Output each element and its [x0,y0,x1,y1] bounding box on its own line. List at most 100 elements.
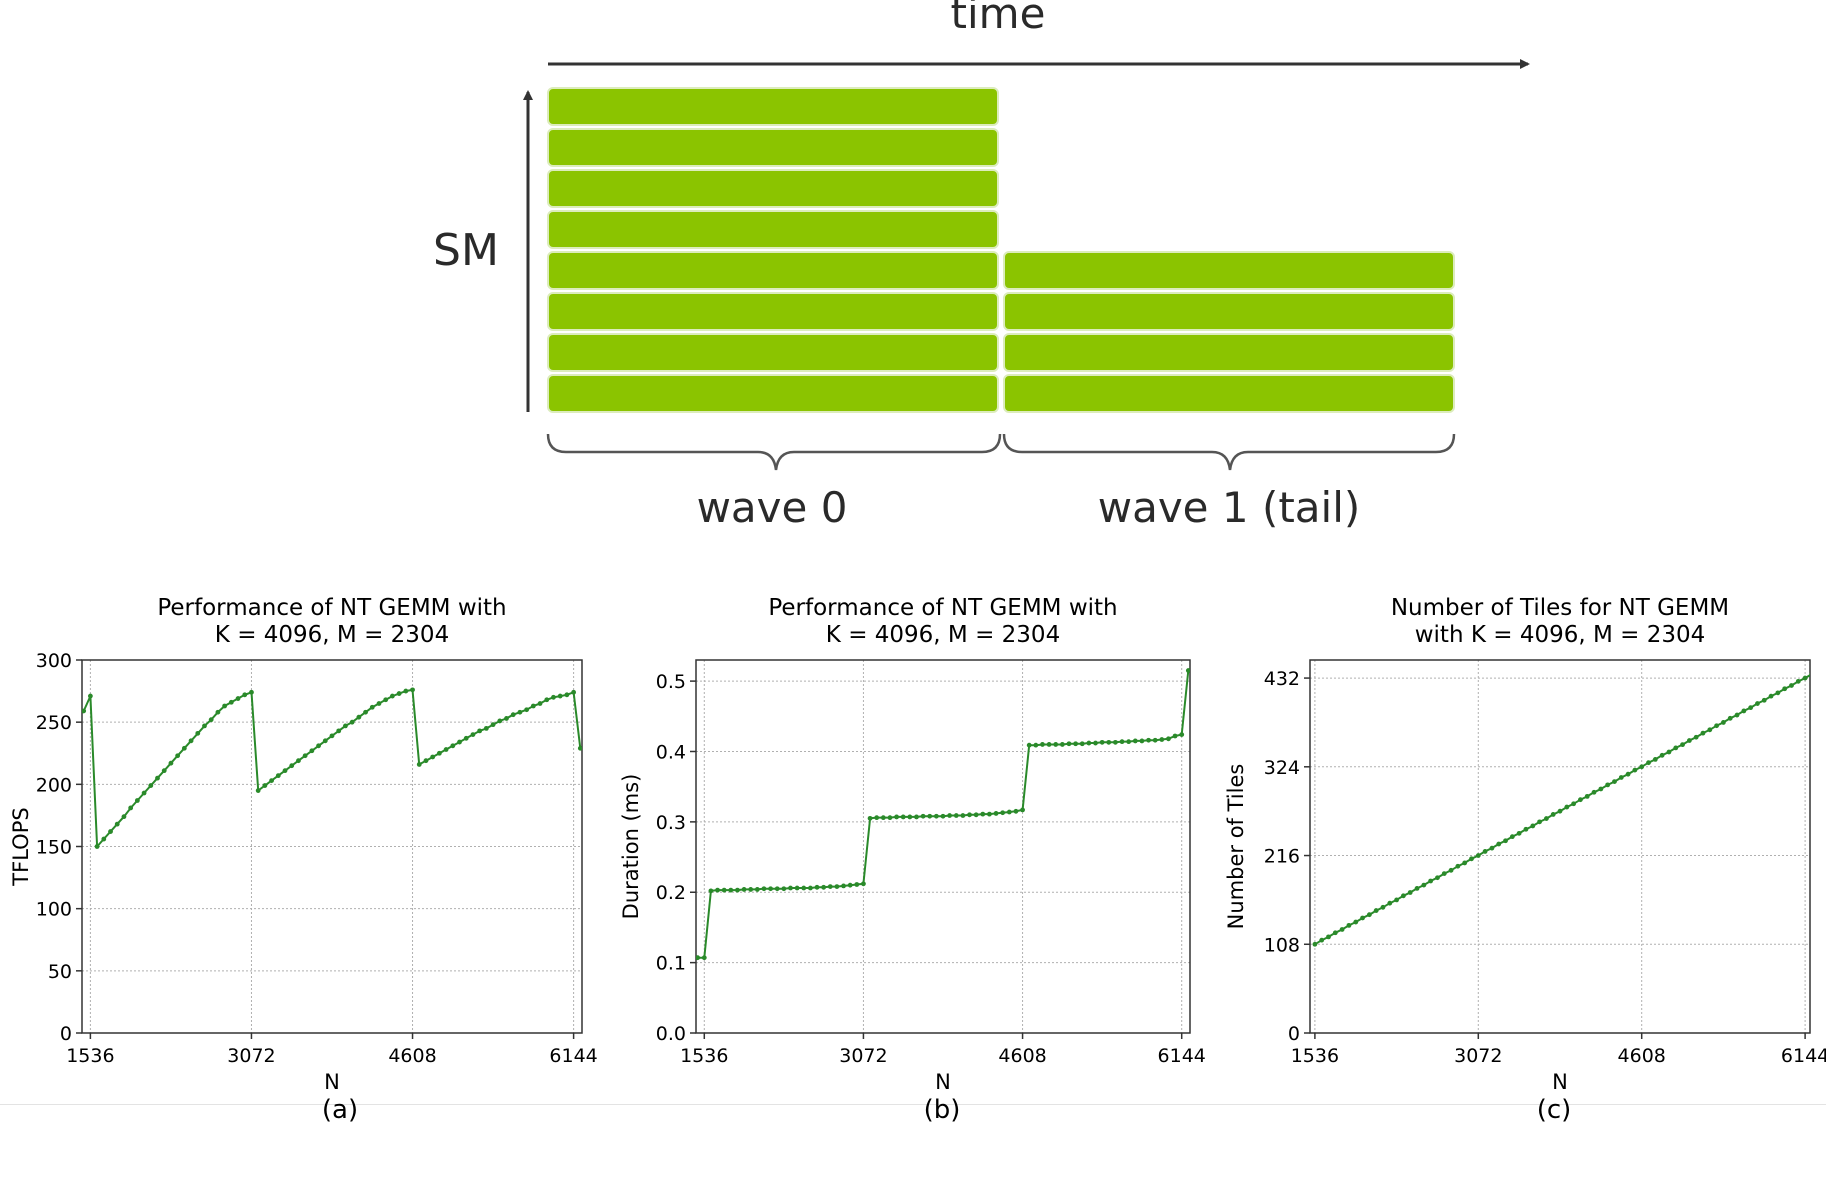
data-point [907,814,913,820]
data-point [121,814,127,820]
x-tick-label: 3072 [839,1045,887,1067]
y-tick-label: 324 [1264,757,1300,779]
data-point [504,716,509,721]
data-point [1166,736,1171,742]
data-point [450,743,456,749]
data-point [483,725,489,731]
chart-title: Number of Tiles for NT GEMM [1391,595,1729,621]
data-point [1795,678,1801,684]
data-point [443,747,449,752]
wave-diagram: time SM wave 0 wave 1 (tail) [433,0,1530,532]
data-point [900,814,906,820]
data-point [242,692,248,698]
data-point [1802,675,1808,681]
wave-1-brace [1002,433,1456,471]
data-point [1578,797,1583,803]
chart-title: K = 4096, M = 2304 [826,622,1060,648]
data-point [841,883,846,889]
wave-1-bar [1003,374,1455,413]
y-tick-label: 0 [1288,1023,1300,1045]
y-tick-label: 0.4 [656,741,686,763]
data-point [1537,819,1542,825]
series-line [82,688,582,849]
data-point [1132,738,1138,744]
data-point [128,805,134,811]
data-point [1428,878,1434,884]
data-point [1673,745,1679,751]
data-point [1332,930,1338,936]
data-point [1693,734,1699,740]
data-point [1353,919,1359,925]
data-point [1113,739,1118,745]
data-point [1106,739,1112,745]
y-tick-label: 0.1 [656,953,686,975]
data-point [168,760,174,766]
data-point [1775,690,1781,696]
data-point [114,821,120,827]
data-point [363,709,368,715]
data-point [1761,697,1767,703]
data-point [933,813,939,819]
data-point [510,712,516,718]
data-point [967,812,972,818]
data-point [696,955,701,961]
data-point [1455,863,1461,869]
data-point [1380,904,1386,910]
data-point [1557,808,1563,814]
data-point [1066,741,1072,747]
data-point [376,701,382,706]
data-point [1482,849,1488,854]
data-point [814,884,820,890]
data-point [215,709,221,715]
data-point [1073,741,1079,747]
data-point [1489,845,1495,851]
wave-0-block [547,87,999,413]
y-tick-label: 0.5 [656,671,686,693]
data-point [188,738,194,744]
data-point [1441,871,1447,877]
data-point [1013,808,1019,814]
data-point [721,887,727,893]
data-point [530,703,536,709]
x-tick-label: 6144 [1781,1045,1826,1067]
data-point [861,881,866,887]
data-point [1598,786,1604,792]
data-point [1394,897,1399,903]
data-point [1516,830,1522,836]
y-tick-label: 50 [48,961,72,983]
data-point [1584,793,1590,799]
data-point [748,887,754,892]
data-point [537,701,543,706]
caption-b: (b) [923,1095,961,1125]
data-point [430,754,436,760]
data-point [148,783,154,788]
data-point [255,788,261,793]
data-point [880,815,886,821]
data-point [1312,941,1318,947]
data-point [940,813,946,819]
data-point [987,811,992,817]
data-point [1782,686,1788,692]
y-tick-label: 0.2 [656,882,686,904]
x-axis-label: N [935,1070,951,1094]
data-point [1146,737,1151,743]
data-point [834,884,840,890]
data-point [1727,715,1733,721]
data-point [517,709,523,715]
data-point [1714,723,1719,729]
data-point [761,886,767,892]
data-point [1659,752,1665,758]
chart-title: Performance of NT GEMM with [768,595,1117,621]
data-point [202,723,207,729]
data-point [108,829,113,834]
data-point [801,885,807,891]
data-point [1099,739,1105,745]
data-point [181,745,187,751]
divider [0,1104,1826,1105]
data-point [1612,779,1617,784]
data-point [423,758,429,764]
chart-title: K = 4096, M = 2304 [215,622,449,648]
data-point [1079,741,1085,747]
plot-frame [695,659,1191,1034]
